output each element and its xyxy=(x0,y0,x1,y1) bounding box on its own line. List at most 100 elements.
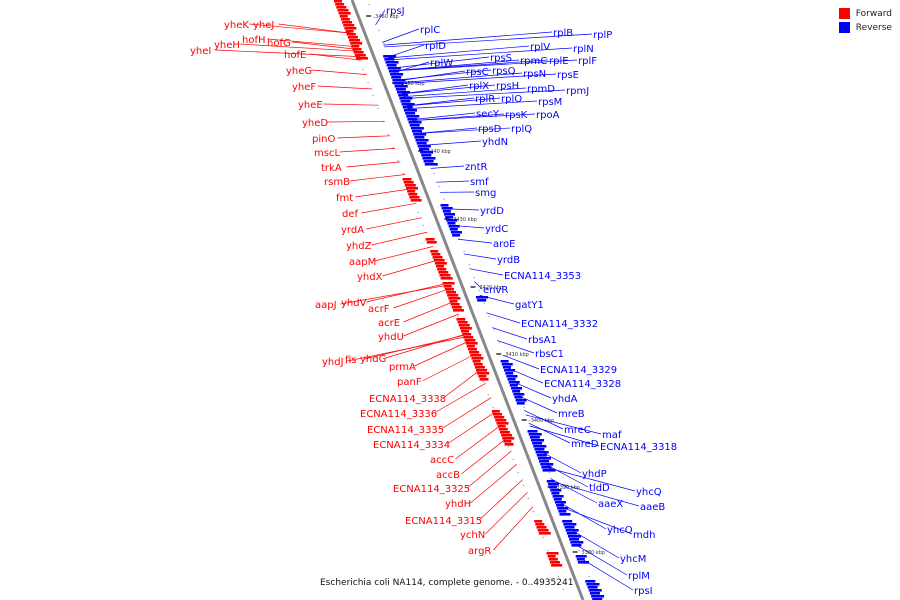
reverse-gene-label: rpsH xyxy=(496,81,519,92)
reverse-gene-block xyxy=(403,109,417,112)
reverse-gene-block xyxy=(445,216,454,219)
reverse-gene-block xyxy=(586,583,600,586)
reverse-gene-block xyxy=(449,228,458,231)
reverse-gene-block xyxy=(417,145,431,148)
legend-item-reverse: Reverse xyxy=(838,22,892,33)
forward-gene-block xyxy=(340,18,350,21)
reverse-gene-block xyxy=(549,486,558,489)
forward-gene-block xyxy=(349,39,361,42)
reverse-gene-label: rplE xyxy=(549,56,569,67)
reverse-gene-block xyxy=(392,79,406,82)
track-dot xyxy=(362,68,364,71)
forward-gene-block xyxy=(431,253,441,256)
track-dot xyxy=(368,3,370,6)
reverse-gene-label: rpsJ xyxy=(386,6,405,17)
reverse-gene-label: rplW xyxy=(430,58,453,69)
forward-gene-block xyxy=(337,9,349,12)
leader-line xyxy=(458,238,493,244)
forward-gene-block xyxy=(476,369,488,372)
forward-gene-block xyxy=(437,268,447,271)
reverse-gene-block xyxy=(441,207,453,210)
reverse-gene-label: yrdC xyxy=(485,224,508,235)
reverse-gene-block xyxy=(539,460,550,463)
reverse-gene-label: ECNA114_3332 xyxy=(521,319,598,330)
reverse-gene-block xyxy=(533,445,547,448)
reverse-gene-block xyxy=(412,130,423,133)
reverse-gene-label: yhdN xyxy=(482,137,508,148)
reverse-gene-block xyxy=(501,363,513,366)
reverse-gene-block xyxy=(423,160,434,163)
reverse-gene-label: mdh xyxy=(633,530,655,541)
reverse-gene-block xyxy=(420,151,434,154)
leader-line xyxy=(479,295,515,305)
leader-line xyxy=(469,268,504,276)
forward-gene-block xyxy=(548,558,558,561)
reverse-gene-block xyxy=(529,436,540,439)
reverse-gene-block xyxy=(567,535,581,538)
reverse-gene-label: gatY1 xyxy=(515,300,544,311)
reverse-gene-label: tldD xyxy=(589,483,610,494)
reverse-gene-block xyxy=(509,384,518,387)
reverse-gene-label: mreD xyxy=(571,439,599,450)
leader-line xyxy=(452,225,485,229)
forward-gene-block xyxy=(502,437,515,440)
track-dot xyxy=(457,315,460,318)
forward-gene-label: acrE xyxy=(378,318,400,329)
track-dot xyxy=(498,341,501,344)
forward-gene-block xyxy=(536,526,547,529)
reverse-gene-block xyxy=(397,91,411,94)
forward-gene-block xyxy=(409,196,420,199)
leader-line xyxy=(389,47,573,61)
tick-label: 3400 kbp xyxy=(531,418,555,424)
reverse-gene-label: secY xyxy=(476,109,500,120)
forward-gene-block xyxy=(538,532,551,535)
leader-line xyxy=(403,313,460,337)
forward-gene-block xyxy=(439,274,451,277)
forward-gene-block xyxy=(345,30,354,33)
reverse-gene-label: aaeX xyxy=(598,499,623,510)
reverse-gene-block xyxy=(592,598,603,600)
forward-gene-block xyxy=(346,33,356,36)
track-dot xyxy=(562,588,565,591)
reverse-gene-block xyxy=(414,136,425,139)
reverse-gene-block xyxy=(506,375,518,378)
forward-gene-label: yrdA xyxy=(341,225,364,236)
reverse-gene-block xyxy=(540,463,554,466)
forward-gene-block xyxy=(471,357,484,360)
leader-line xyxy=(406,97,475,107)
forward-gene-label: yhdU xyxy=(378,332,404,343)
track-dot xyxy=(492,406,495,409)
forward-gene-block xyxy=(339,15,348,18)
forward-gene-block xyxy=(498,428,508,431)
reverse-gene-label: rplF xyxy=(578,56,597,67)
track-dot xyxy=(392,146,394,149)
leader-line xyxy=(327,121,385,123)
reverse-gene-block xyxy=(388,70,399,73)
reverse-gene-block xyxy=(405,112,416,115)
track-dot xyxy=(373,16,375,19)
reverse-gene-label: rpsK xyxy=(505,110,528,121)
leader-line xyxy=(446,208,480,211)
forward-gene-block xyxy=(451,306,462,309)
forward-gene-label: accC xyxy=(430,455,454,466)
leader-line xyxy=(388,45,530,59)
forward-gene-label: ECNA114_3334 xyxy=(373,440,450,451)
reverse-gene-block xyxy=(559,513,571,516)
reverse-gene-block xyxy=(421,154,432,157)
reverse-gene-block xyxy=(507,378,516,381)
reverse-gene-label: rpsI xyxy=(634,586,653,597)
leader-line xyxy=(461,437,507,475)
map-caption: Escherichia coli NA114, complete genome.… xyxy=(320,578,574,588)
reverse-gene-block xyxy=(557,507,569,510)
forward-gene-block xyxy=(503,440,512,443)
tick-label: 3460 kbp xyxy=(375,14,399,20)
leader-line xyxy=(339,148,396,153)
leader-line xyxy=(403,301,455,323)
reverse-gene-label: smf xyxy=(470,177,489,188)
forward-gene-label: yheJ xyxy=(253,20,274,31)
reverse-gene-label: ECNA114_3328 xyxy=(544,379,621,390)
forward-gene-block xyxy=(461,330,470,333)
track-dot xyxy=(528,419,531,422)
forward-gene-label: fis xyxy=(345,355,357,366)
forward-gene-block xyxy=(408,193,418,196)
